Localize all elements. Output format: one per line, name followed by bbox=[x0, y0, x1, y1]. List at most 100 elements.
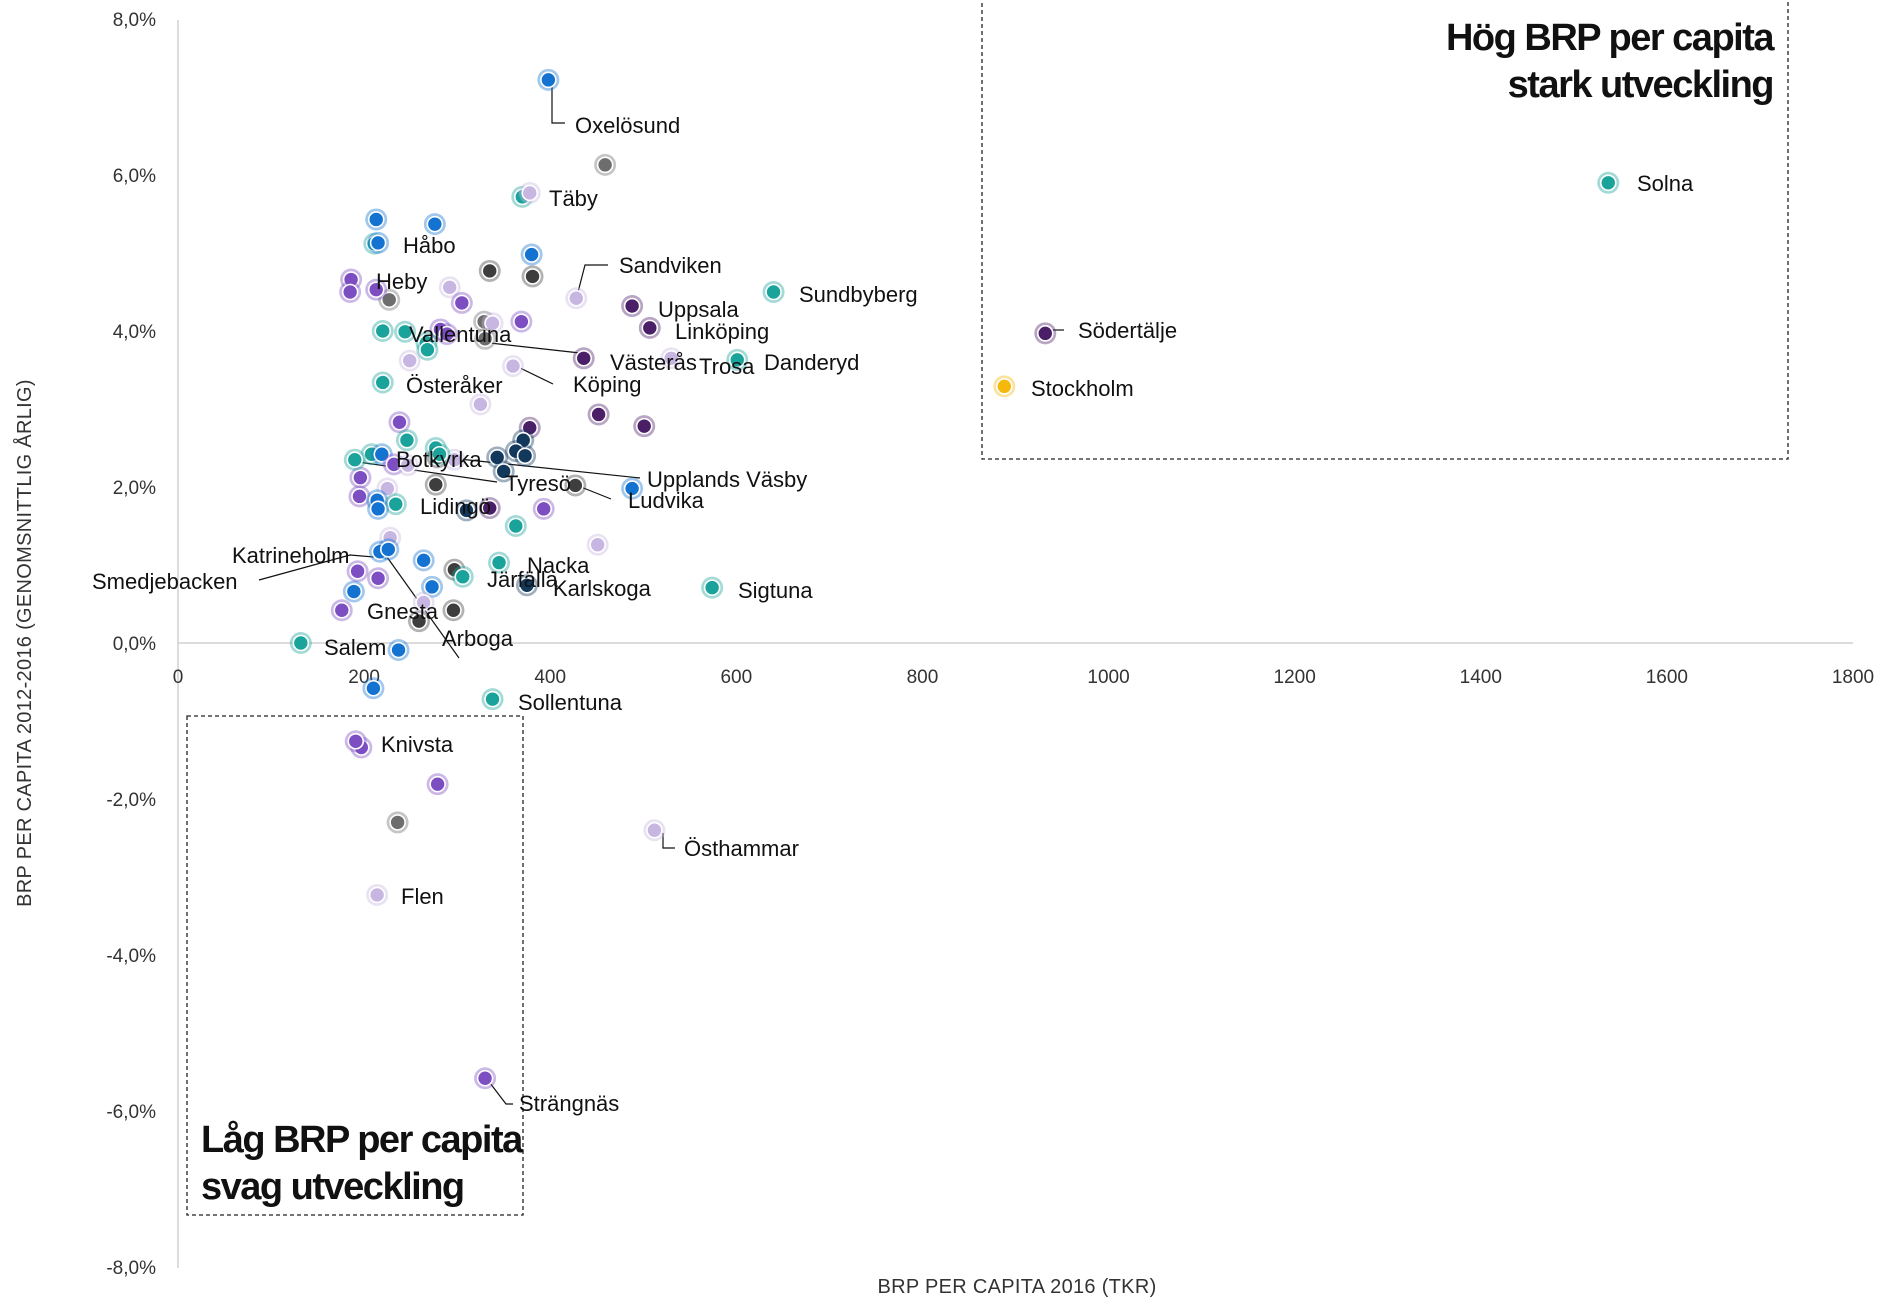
data-point bbox=[453, 294, 471, 312]
data-point bbox=[438, 325, 456, 343]
y-tick-label: 8,0% bbox=[113, 10, 156, 31]
data-point bbox=[345, 583, 363, 600]
data-point bbox=[380, 541, 397, 558]
data-point bbox=[445, 601, 462, 619]
point-label: Sollentuna bbox=[518, 690, 623, 715]
data-point bbox=[476, 330, 494, 348]
data-point bbox=[368, 886, 386, 904]
y-tick-label: 4,0% bbox=[113, 322, 156, 343]
data-point bbox=[341, 283, 359, 301]
data-point bbox=[488, 449, 506, 466]
x-tick-label: 400 bbox=[534, 667, 566, 688]
data-point bbox=[431, 445, 448, 463]
data-point bbox=[513, 313, 530, 330]
data-point bbox=[623, 297, 641, 315]
leader-line bbox=[489, 1082, 513, 1105]
data-points bbox=[289, 68, 1620, 1090]
data-point bbox=[399, 456, 417, 474]
data-point bbox=[446, 451, 463, 469]
y-tick-label: 0,0% bbox=[113, 634, 156, 655]
point-label: Ludvika bbox=[628, 488, 705, 513]
data-point bbox=[454, 568, 472, 586]
data-point bbox=[347, 732, 365, 750]
quadrant-box-low bbox=[186, 715, 524, 1216]
data-point bbox=[369, 569, 387, 587]
x-tick-label: 1000 bbox=[1087, 667, 1129, 688]
data-point bbox=[390, 641, 407, 659]
x-tick-label: 1400 bbox=[1460, 667, 1502, 688]
point-label: Linköping bbox=[675, 319, 769, 344]
data-point bbox=[481, 262, 499, 280]
data-point bbox=[484, 314, 501, 332]
point-label: Oxelösund bbox=[575, 113, 680, 138]
data-point bbox=[490, 554, 508, 571]
leader-line bbox=[515, 365, 554, 385]
data-point bbox=[472, 396, 489, 413]
y-tick-labels: 8,0% 6,0% 4,0% 2,0% 0,0% -2,0% -4,0% -6,0% -8,0% bbox=[106, 10, 156, 1279]
data-point bbox=[518, 576, 536, 594]
data-point bbox=[374, 322, 392, 340]
data-point bbox=[387, 495, 405, 513]
point-label: Sigtuna bbox=[738, 578, 813, 603]
x-tick-label: 600 bbox=[720, 667, 752, 688]
data-point bbox=[441, 279, 459, 296]
data-point bbox=[426, 215, 444, 233]
data-point bbox=[504, 357, 522, 375]
point-label: Södertälje bbox=[1078, 318, 1177, 343]
data-point bbox=[476, 1069, 494, 1087]
data-point bbox=[507, 517, 525, 535]
data-point bbox=[369, 234, 387, 252]
data-point bbox=[516, 447, 534, 465]
x-tick-label: 1600 bbox=[1646, 667, 1688, 688]
point-label: Uppsala bbox=[658, 297, 739, 322]
data-point bbox=[410, 612, 428, 630]
data-point bbox=[346, 451, 364, 469]
data-point bbox=[589, 536, 606, 554]
y-tick-label: -4,0% bbox=[106, 946, 156, 967]
point-label: Östhammar bbox=[684, 836, 799, 861]
data-point bbox=[662, 349, 680, 367]
data-point bbox=[292, 634, 310, 652]
point-label: Tyresö bbox=[505, 471, 571, 496]
data-point bbox=[351, 488, 368, 505]
x-tick-label: 1200 bbox=[1274, 667, 1316, 688]
x-tick-label: 0 bbox=[173, 667, 184, 688]
data-point bbox=[391, 413, 408, 431]
data-point bbox=[401, 352, 419, 369]
point-label: Nacka bbox=[527, 553, 590, 578]
data-point bbox=[1036, 325, 1054, 342]
data-point bbox=[379, 480, 396, 497]
data-point bbox=[380, 291, 398, 309]
data-point bbox=[427, 476, 445, 493]
data-point bbox=[333, 601, 351, 619]
point-label: Köping bbox=[573, 372, 642, 397]
point-label: Katrineholm bbox=[232, 543, 349, 568]
point-label: Karlskoga bbox=[553, 576, 652, 601]
point-label: Danderyd bbox=[764, 350, 859, 375]
data-point bbox=[996, 378, 1013, 395]
point-label: Trosa bbox=[699, 354, 755, 379]
data-point bbox=[365, 679, 382, 697]
data-point bbox=[590, 406, 607, 423]
data-point bbox=[521, 184, 539, 202]
x-tick-label: 800 bbox=[907, 667, 939, 688]
data-point bbox=[369, 500, 387, 518]
point-label: Stockholm bbox=[1031, 376, 1134, 401]
point-label: Österåker bbox=[406, 373, 503, 398]
data-point bbox=[728, 351, 746, 369]
leader-line bbox=[662, 833, 675, 849]
y-tick-label: -2,0% bbox=[106, 790, 156, 811]
data-point bbox=[373, 445, 391, 463]
data-point bbox=[389, 814, 406, 831]
point-label: Smedjebacken bbox=[92, 569, 238, 594]
y-tick-label: 6,0% bbox=[113, 166, 156, 187]
data-point bbox=[523, 246, 540, 263]
point-label: Sundbyberg bbox=[799, 282, 918, 307]
quadrant-low-title-line1: Låg BRP per capita bbox=[201, 1119, 524, 1161]
data-point bbox=[415, 594, 432, 611]
point-label: Salem bbox=[324, 635, 386, 660]
point-label: Flen bbox=[401, 884, 444, 909]
point-label: Arboga bbox=[442, 626, 514, 651]
data-point bbox=[540, 71, 557, 89]
